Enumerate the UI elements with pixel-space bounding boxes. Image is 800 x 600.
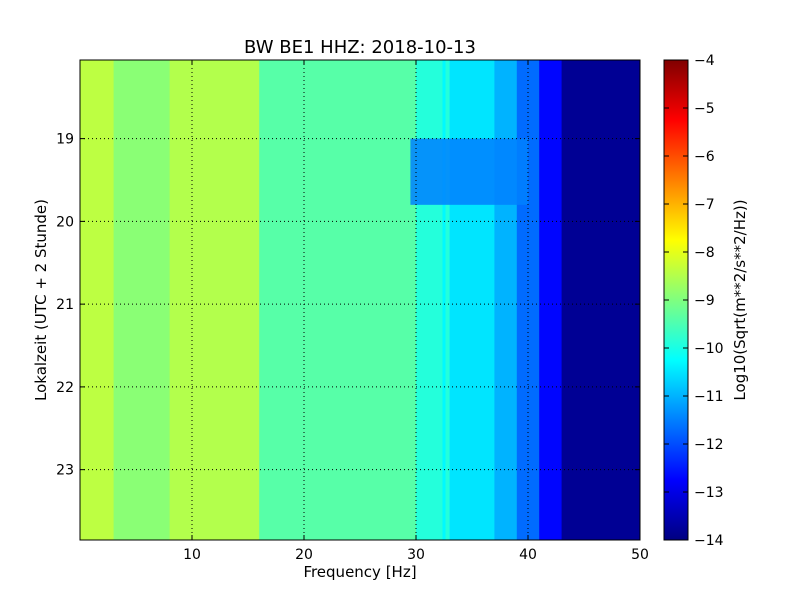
x-tick-label: 20 [295, 547, 313, 563]
colorbar-tick-label: −8 [694, 245, 715, 261]
spectrogram-band [449, 60, 495, 540]
y-axis-label: Lokalzeit (UTC + 2 Stunde) [32, 199, 50, 401]
x-tick-label: 30 [407, 547, 425, 563]
x-axis-ticks: 10 20 30 40 50 [183, 60, 649, 563]
colorbar-tick-label: −11 [694, 389, 724, 405]
x-tick-label: 50 [631, 547, 649, 563]
chart-title: BW BE1 HHZ: 2018-10-13 [244, 37, 476, 58]
colorbar-tick-label: −7 [694, 197, 715, 213]
colorbar-tick-label: −10 [694, 341, 724, 357]
plot-frame [79, 59, 641, 541]
spectrogram-band [494, 60, 518, 540]
y-tick-label: 23 [56, 463, 74, 479]
spectrogram-band [113, 60, 171, 540]
y-tick-label: 22 [56, 380, 74, 396]
spectrogram-band [80, 60, 115, 540]
colorbar-tick-label: −13 [694, 485, 724, 501]
spectral-block [410, 138, 528, 205]
y-tick-label: 21 [56, 297, 74, 313]
x-axis-label: Frequency [Hz] [303, 563, 416, 581]
colorbar-tick-label: −14 [694, 533, 724, 549]
x-tick-label: 40 [519, 547, 537, 563]
spectrogram-band [169, 60, 260, 540]
x-tick-label: 10 [183, 547, 201, 563]
colorbar-ticks: −4 −5 −6 −7 −8 −9 −10 −11 −12 −13 −14 [664, 53, 724, 549]
colorbar-label: Log10(Sqrt(m**2/s**2/Hz)) [731, 199, 749, 400]
y-axis-ticks: 19 20 21 22 23 [56, 132, 640, 479]
plot-area [80, 60, 640, 540]
spectrogram-band [561, 60, 640, 540]
colorbar-tick-label: −6 [694, 149, 715, 165]
colorbar-tick-label: −5 [694, 101, 715, 117]
colorbar-tick-label: −4 [694, 53, 715, 69]
spectrogram-band [259, 60, 417, 540]
y-tick-label: 20 [56, 214, 74, 230]
y-tick-label: 19 [56, 132, 74, 148]
colorbar-tick-label: −9 [694, 293, 715, 309]
colorbar-tick-label: −12 [694, 437, 724, 453]
spectrogram-band [539, 60, 563, 540]
